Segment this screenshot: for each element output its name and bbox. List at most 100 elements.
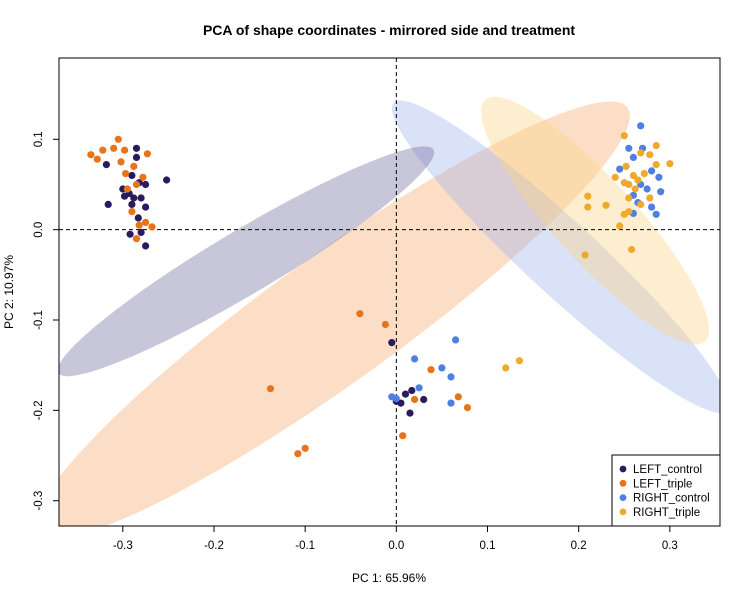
y-axis-label: PC 2: 10.97% [2, 255, 16, 329]
point-left-triple [143, 150, 151, 158]
legend-label-left-control: LEFT_control [633, 464, 702, 476]
point-left-triple [294, 450, 302, 458]
point-left-control [121, 192, 129, 200]
point-right-triple [640, 170, 648, 178]
x-tick-label: -0.2 [204, 540, 224, 552]
point-right-triple [602, 201, 610, 209]
point-right-triple [584, 203, 592, 211]
point-right-triple [620, 179, 628, 187]
y-tick-label: -0.3 [33, 491, 45, 511]
x-tick-label: -0.1 [295, 540, 315, 552]
point-left-control [126, 230, 134, 238]
legend-marker-right-triple [619, 508, 627, 516]
point-left-control [388, 339, 396, 347]
point-left-control [163, 176, 171, 184]
point-left-control [142, 242, 150, 250]
point-left-control [142, 203, 150, 211]
point-right-control [655, 173, 663, 181]
point-right-control [447, 399, 455, 407]
point-right-triple [646, 151, 654, 159]
point-left-triple [463, 404, 472, 412]
point-right-triple [611, 173, 619, 181]
point-left-control [102, 161, 110, 169]
ellipse-right-control [391, 100, 720, 413]
point-left-triple [132, 180, 141, 189]
ellipse-right-triple [481, 96, 710, 345]
point-left-control [104, 200, 112, 208]
point-right-triple [620, 210, 628, 218]
point-right-triple [637, 200, 645, 208]
point-left-triple [121, 146, 129, 154]
point-left-control [130, 194, 138, 202]
point-right-triple [631, 185, 639, 193]
y-tick-label: -0.1 [33, 310, 45, 330]
point-right-triple [581, 251, 589, 259]
point-left-triple [122, 170, 130, 178]
point-left-triple [454, 393, 462, 401]
point-right-control [648, 167, 656, 175]
point-right-triple [622, 162, 630, 170]
x-axis-label: PC 1: 65.96% [352, 571, 426, 585]
point-left-triple [123, 185, 131, 193]
point-left-control [408, 386, 416, 395]
point-right-control [652, 210, 660, 218]
point-right-triple [652, 161, 660, 169]
point-left-triple [135, 221, 143, 229]
point-left-triple [117, 158, 125, 166]
point-right-triple [637, 149, 645, 157]
point-left-control [128, 200, 136, 208]
point-right-triple [652, 142, 660, 150]
point-right-control [643, 185, 651, 193]
point-left-triple [356, 310, 364, 318]
point-left-triple [399, 432, 407, 440]
point-left-triple [87, 151, 95, 159]
legend: LEFT_control LEFT_triple RIGHT_control RIGH… [611, 454, 721, 527]
point-right-control [648, 203, 656, 211]
y-axis: -0.3 -0.2 -0.1 0.0 0.1 [33, 131, 59, 511]
point-right-control [438, 364, 446, 372]
point-right-control [392, 395, 400, 403]
y-tick-label: 0.1 [33, 131, 45, 147]
point-left-triple [128, 208, 136, 216]
point-right-control [637, 122, 645, 130]
point-left-triple [139, 173, 147, 181]
x-tick-label: 0.3 [662, 540, 678, 552]
chart-title: PCA of shape coordinates - mirrored side… [203, 22, 575, 38]
confidence-ellipses [59, 96, 720, 526]
point-left-triple [427, 366, 435, 374]
legend-marker-left-triple [619, 479, 627, 487]
point-left-control [406, 409, 414, 417]
point-right-triple [629, 171, 638, 180]
legend-label-right-control: RIGHT_control [633, 493, 710, 505]
x-tick-label: 0.0 [388, 540, 404, 552]
y-tick-label: -0.2 [33, 400, 45, 420]
point-right-control [629, 153, 638, 161]
point-left-control [420, 395, 428, 404]
point-left-control [401, 390, 410, 398]
point-left-triple [99, 146, 107, 154]
legend-label-left-triple: LEFT_triple [633, 478, 692, 490]
plot-frame [58, 57, 721, 527]
point-right-triple [584, 192, 592, 200]
point-right-triple [502, 364, 510, 372]
point-left-triple [130, 162, 138, 170]
point-right-triple [634, 176, 642, 184]
point-right-control [452, 336, 460, 344]
point-right-control [415, 384, 423, 392]
point-left-triple [411, 395, 419, 404]
point-left-control [134, 214, 142, 222]
point-right-control [657, 188, 665, 196]
x-tick-label: 0.2 [571, 540, 587, 552]
point-right-triple [620, 132, 628, 140]
point-right-control [447, 373, 455, 381]
data-points [87, 122, 674, 458]
ellipse-left-control [59, 146, 435, 377]
reference-lines [59, 58, 720, 526]
point-left-triple [93, 155, 101, 163]
point-right-triple [628, 245, 636, 254]
x-tick-label: 0.1 [480, 540, 496, 552]
point-left-control [137, 228, 145, 236]
point-left-triple [114, 135, 122, 143]
point-right-triple [515, 357, 524, 365]
